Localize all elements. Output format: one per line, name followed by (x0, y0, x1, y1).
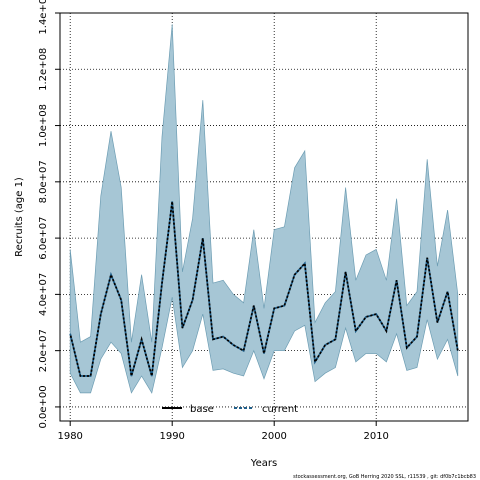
series-lines-layer (69, 201, 459, 377)
x-axis-title: Years (250, 458, 277, 469)
confidence-band-layer (69, 24, 459, 394)
y-axis-title: Recruits (age 1) (14, 177, 25, 257)
footer-credit: stockassessment.org, GoB Herring 2020 SS… (293, 474, 476, 480)
x-tick-label: 2000 (261, 431, 286, 442)
series-line-current-overlay (69, 201, 459, 377)
series-line-current (69, 201, 459, 377)
y-tick-label: 8.0e+07 (38, 160, 49, 203)
y-tick-label: 2.0e+07 (38, 329, 49, 372)
x-tick-label: 1990 (159, 431, 184, 442)
axes-layer: 1980 1990 2000 2010 0.0e+00 2.0e+07 4.0e+07 6.0… (38, 0, 389, 442)
legend: base current (162, 404, 298, 415)
legend-base-label: base (190, 404, 214, 415)
y-tick-label: 1.4e+08 (38, 0, 49, 35)
y-tick-label: 6.0e+07 (38, 217, 49, 260)
x-tick-label: 1980 (57, 431, 82, 442)
y-tick-label: 1.2e+08 (38, 48, 49, 91)
plot-frame (59, 12, 469, 422)
y-tick-label: 0.0e+00 (38, 385, 49, 428)
y-tick-label: 1.0e+08 (38, 104, 49, 147)
x-tick-label: 2010 (363, 431, 388, 442)
legend-current-label: current (262, 404, 298, 415)
confidence-band (69, 24, 459, 394)
y-tick-label: 4.0e+07 (38, 273, 49, 316)
